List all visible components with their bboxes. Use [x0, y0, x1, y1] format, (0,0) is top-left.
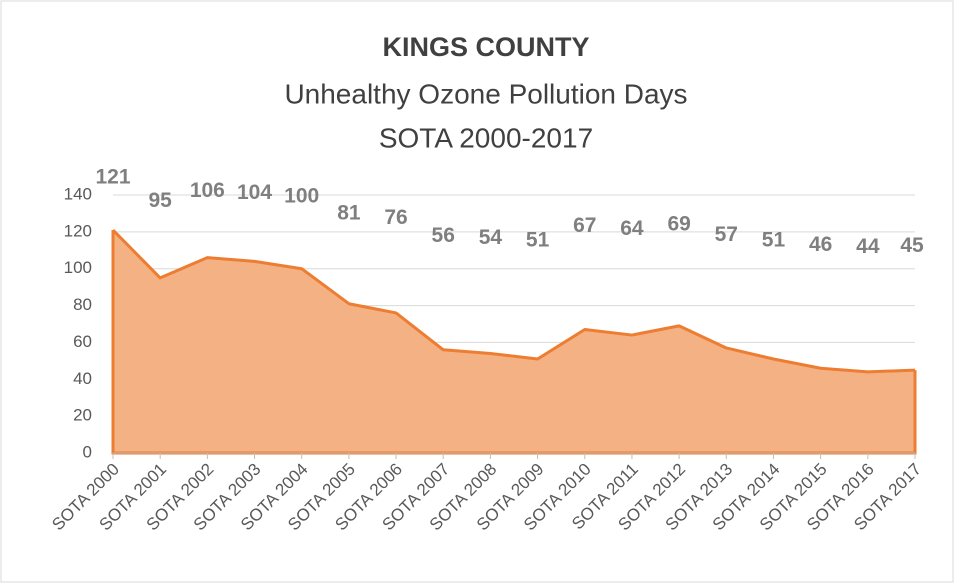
y-tick-label: 120 — [64, 221, 92, 240]
data-label: 54 — [479, 226, 503, 249]
y-tick-label: 140 — [64, 184, 92, 203]
area — [113, 230, 915, 453]
y-tick-label: 80 — [73, 295, 92, 314]
data-label: 64 — [620, 217, 644, 240]
data-label: 46 — [809, 233, 832, 256]
data-label: 104 — [237, 181, 272, 204]
data-label: 81 — [337, 202, 361, 225]
data-label: 106 — [190, 179, 225, 202]
data-label: 100 — [284, 184, 319, 207]
y-tick-label: 0 — [83, 442, 92, 461]
chart-title: KINGS COUNTY — [382, 32, 589, 62]
data-label: 76 — [384, 206, 407, 229]
data-label: 67 — [573, 214, 596, 237]
line — [111, 228, 916, 374]
chart-subtitle: SOTA 2000-2017 — [379, 122, 593, 153]
chart-subtitle: Unhealthy Ozone Pollution Days — [284, 78, 687, 109]
data-label: 51 — [526, 229, 550, 252]
y-tick-label: 100 — [64, 258, 92, 277]
data-label: 121 — [95, 166, 130, 189]
data-label: 95 — [148, 189, 172, 212]
data-label: 44 — [856, 235, 880, 258]
y-tick-label: 20 — [73, 406, 92, 425]
data-label: 69 — [667, 212, 690, 235]
data-label: 51 — [762, 229, 786, 252]
data-label: 57 — [715, 223, 738, 246]
data-label: 45 — [900, 234, 924, 257]
data-label: 56 — [432, 224, 455, 247]
y-tick-label: 40 — [73, 369, 92, 388]
y-tick-label: 60 — [73, 332, 92, 351]
